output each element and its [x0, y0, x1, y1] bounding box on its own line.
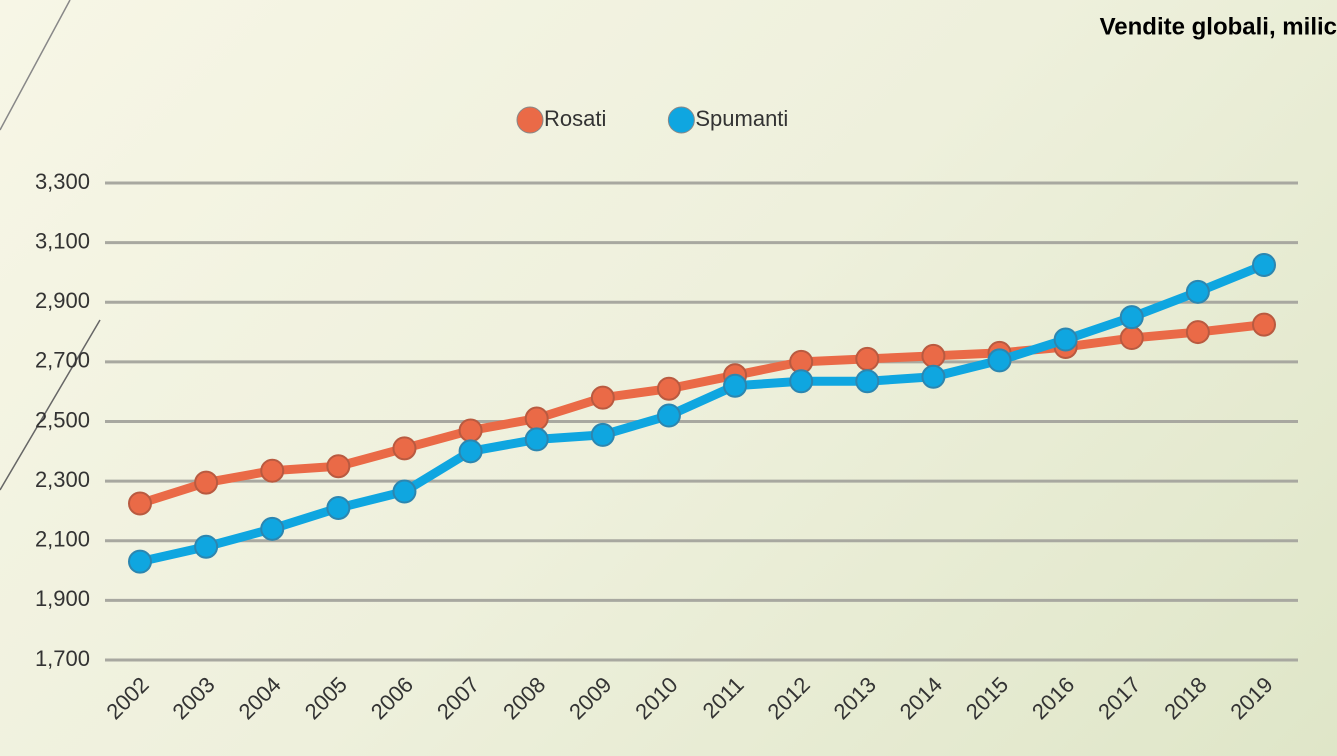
x-tick-label: 2002 — [101, 672, 153, 724]
x-tick-label: 2012 — [763, 672, 815, 724]
x-tick-label: 2018 — [1159, 672, 1211, 724]
data-point — [194, 534, 219, 559]
y-tick-label: 2,700 — [35, 348, 90, 373]
data-point — [921, 343, 946, 368]
data-point — [789, 369, 814, 394]
data-point — [326, 454, 351, 479]
data-point — [590, 385, 615, 410]
y-tick-label: 1,900 — [35, 586, 90, 611]
x-tick-label: 2013 — [829, 672, 881, 724]
data-point — [987, 348, 1012, 373]
legend-label: Spumanti — [695, 106, 788, 131]
data-point — [458, 439, 483, 464]
x-tick-label: 2016 — [1027, 672, 1079, 724]
data-point — [921, 364, 946, 389]
data-point — [1119, 305, 1144, 330]
x-tick-label: 2008 — [498, 672, 550, 724]
decoration — [0, 319, 101, 491]
y-tick-label: 2,900 — [35, 288, 90, 313]
data-point — [1252, 312, 1276, 337]
data-point — [260, 458, 285, 483]
legend-swatch — [516, 106, 544, 134]
data-point — [1252, 252, 1276, 277]
data-point — [855, 346, 880, 371]
y-tick-label: 2,300 — [35, 467, 90, 492]
data-point — [392, 436, 417, 461]
y-tick-label: 3,300 — [35, 169, 90, 194]
data-point — [1185, 279, 1210, 304]
data-point — [1053, 327, 1078, 352]
x-tick-label: 2003 — [167, 672, 219, 724]
x-tick-label: 2007 — [432, 672, 484, 724]
y-tick-label: 1,700 — [35, 646, 90, 671]
data-point — [723, 373, 748, 398]
x-tick-label: 2017 — [1093, 672, 1145, 724]
data-point — [590, 422, 615, 447]
data-point — [326, 495, 351, 520]
data-point — [855, 369, 880, 394]
data-point — [1119, 326, 1144, 351]
data-point — [458, 418, 483, 443]
x-tick-label: 2004 — [234, 672, 286, 724]
decoration — [0, 0, 71, 131]
x-tick-label: 2005 — [300, 672, 352, 724]
series-line — [139, 260, 1266, 567]
data-point — [194, 470, 219, 495]
data-point — [656, 376, 681, 401]
x-tick-label: 2015 — [961, 672, 1013, 724]
data-point — [392, 479, 417, 504]
chart-title: Vendite globali, milic — [1100, 13, 1337, 40]
legend-label: Rosati — [544, 106, 606, 131]
data-point — [128, 549, 152, 574]
data-point — [524, 427, 549, 452]
data-point — [656, 403, 681, 428]
y-tick-label: 3,100 — [35, 228, 90, 253]
data-point — [1185, 320, 1210, 345]
x-tick-label: 2019 — [1225, 672, 1277, 724]
data-point — [128, 491, 152, 516]
y-tick-label: 2,100 — [35, 527, 90, 552]
x-tick-label: 2011 — [698, 672, 749, 723]
x-tick-label: 2014 — [895, 672, 947, 724]
x-tick-label: 2006 — [366, 672, 418, 724]
data-point — [524, 406, 549, 431]
x-tick-label: 2010 — [630, 672, 682, 724]
legend-swatch — [667, 106, 695, 134]
data-point — [260, 516, 285, 541]
series-line — [138, 320, 1265, 508]
y-tick-label: 2,500 — [35, 407, 90, 432]
x-tick-label: 2009 — [564, 672, 616, 724]
